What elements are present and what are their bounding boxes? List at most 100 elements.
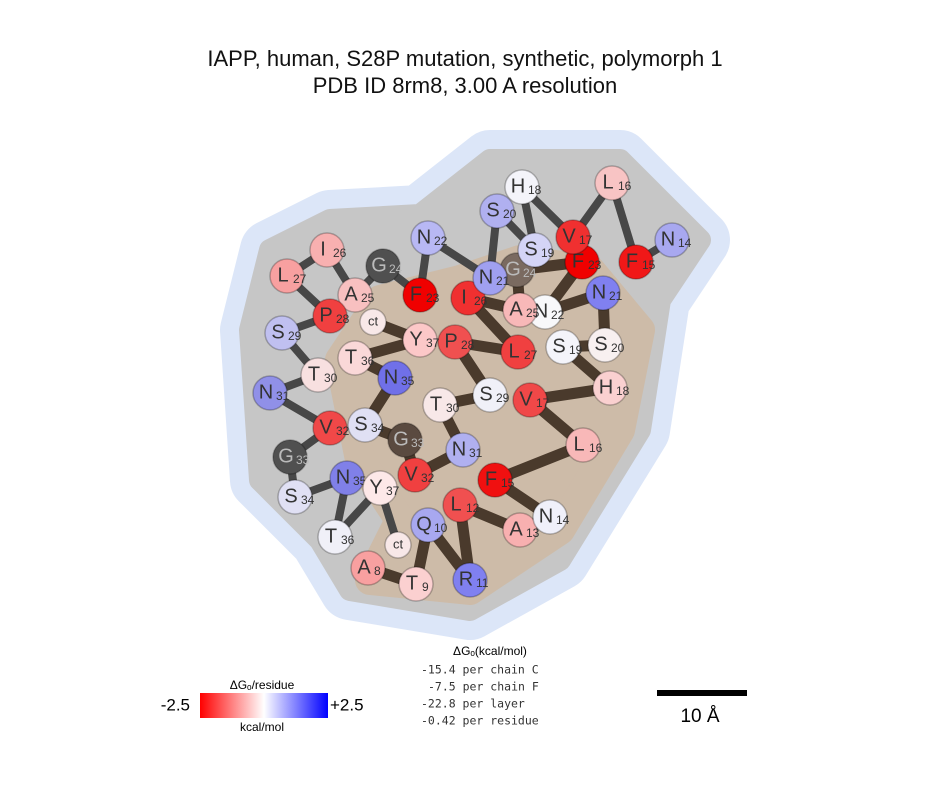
residue-number: 25 — [526, 306, 540, 320]
residue-number: 31 — [469, 446, 483, 460]
title: IAPP, human, S28P mutation, synthetic, p… — [207, 46, 722, 71]
residue-number: 17 — [536, 396, 550, 410]
residue-number: 20 — [503, 207, 517, 221]
residue: ct — [384, 531, 412, 559]
residue-number: 27 — [524, 348, 538, 362]
residue: T 30 — [422, 387, 460, 423]
residue-disc — [350, 550, 386, 586]
residue-number: 12 — [466, 501, 480, 515]
residue-disc — [252, 375, 288, 411]
residue: I 26 — [309, 232, 347, 268]
residue-number: 21 — [609, 289, 623, 303]
residue: L 12 — [442, 487, 480, 523]
residue-letter: Y — [369, 476, 382, 498]
legend-title: ΔGₒ/residue — [230, 678, 295, 692]
residue-disc — [517, 232, 553, 268]
residue-number: 25 — [361, 291, 375, 305]
residue: L 16 — [594, 165, 632, 201]
residue-letter: N — [592, 281, 606, 303]
residue-number: 29 — [496, 391, 510, 405]
residue-disc — [592, 370, 628, 406]
residue-disc — [410, 507, 446, 543]
residue-letter: T — [406, 572, 418, 594]
residue-number: 22 — [551, 308, 565, 322]
residue: N 21 — [585, 275, 623, 311]
residue-letter: A — [509, 518, 523, 540]
residue: N 35 — [377, 360, 415, 396]
residue-letter: G — [505, 258, 521, 280]
residue: H 18 — [592, 370, 630, 406]
residue-letter: T — [325, 525, 337, 547]
residue-number: 31 — [276, 389, 290, 403]
scale-label: 10 Å — [680, 706, 719, 727]
residue: N 14 — [654, 222, 692, 258]
residue-letter: S — [354, 413, 367, 435]
residue-disc — [477, 462, 513, 498]
residue-disc — [309, 232, 345, 268]
residue-number: 18 — [528, 183, 542, 197]
residue-letter: V — [319, 416, 333, 438]
residue: S 29 — [264, 315, 302, 351]
residue: V 17 — [555, 219, 593, 255]
residue: F 23 — [402, 277, 440, 313]
residue-number: 18 — [616, 384, 630, 398]
residue-disc — [337, 340, 373, 376]
residue: L 27 — [500, 334, 538, 370]
residue-number: 15 — [642, 258, 656, 272]
residue-letter: R — [459, 568, 473, 590]
residue-number: 29 — [288, 329, 302, 343]
residue: S 29 — [472, 377, 510, 413]
residue-letter: V — [519, 388, 533, 410]
residue-letter: F — [485, 468, 497, 490]
residue-number: 36 — [341, 533, 355, 547]
residue-disc — [359, 308, 387, 336]
residue-disc — [587, 327, 623, 363]
residue-disc — [384, 531, 412, 559]
residue-letter: I — [461, 286, 467, 308]
residue: N 35 — [329, 460, 367, 496]
residue-number: 21 — [496, 274, 510, 288]
residue-number: 15 — [501, 476, 515, 490]
energy-line: -22.8 per layer — [421, 697, 525, 711]
residue-letter: N — [259, 381, 273, 403]
residue-disc — [397, 457, 433, 493]
residue: T 30 — [300, 357, 338, 393]
residue-letter: G — [393, 428, 409, 450]
residue-letter: S — [486, 199, 499, 221]
color-bar — [200, 693, 328, 718]
residue-disc — [312, 298, 348, 334]
residue-letter: N — [534, 300, 548, 322]
residue-disc — [312, 410, 348, 446]
residue-letter: L — [277, 264, 288, 286]
residue-number: 11 — [476, 576, 489, 590]
residue-disc — [565, 427, 601, 463]
residue-disc — [422, 387, 458, 423]
residue-number: 27 — [293, 272, 307, 286]
residue-number: 14 — [678, 236, 692, 250]
residue-letter: F — [626, 250, 638, 272]
residue: F 15 — [477, 462, 515, 498]
residue-number: 10 — [434, 521, 448, 535]
residue-disc — [337, 277, 373, 313]
residue-number: 14 — [556, 513, 570, 527]
residue-disc — [452, 562, 488, 598]
residue-disc — [472, 377, 508, 413]
residue: N 31 — [252, 375, 290, 411]
residue: I 26 — [450, 280, 488, 316]
residue-disc — [269, 258, 305, 294]
residue-disc — [594, 165, 630, 201]
residue-letter: H — [511, 175, 525, 197]
residue: Y 37 — [402, 322, 440, 358]
residue: T 36 — [317, 519, 355, 555]
residue: S 34 — [277, 479, 315, 515]
residue-letter: G — [371, 254, 387, 276]
residue: N 31 — [445, 432, 483, 468]
residue: P 28 — [312, 298, 350, 334]
residue-letter: A — [344, 283, 358, 305]
residue-number: 24 — [523, 266, 537, 280]
residue: V 32 — [312, 410, 350, 446]
residue: F 15 — [618, 244, 656, 280]
residue-number: 24 — [389, 262, 403, 276]
